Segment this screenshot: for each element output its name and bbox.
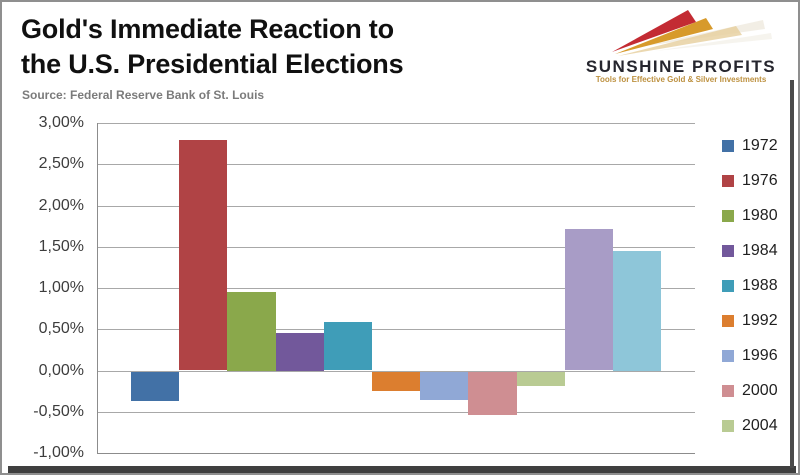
y-axis-tick-label: -1,00% [33, 444, 84, 461]
gridline [98, 329, 695, 331]
title-line-1: Gold's Immediate Reaction to [21, 14, 394, 44]
gridline [98, 246, 695, 248]
legend-item-1972: 1972 [722, 128, 778, 163]
bar-1996 [420, 371, 469, 400]
legend-swatch-icon [722, 314, 734, 327]
legend-item-1984: 1984 [722, 233, 778, 268]
bar-2000 [468, 371, 517, 416]
legend-label: 2004 [742, 416, 778, 434]
gridline [98, 370, 695, 372]
legend-swatch-icon [722, 244, 734, 257]
legend-item-1976: 1976 [722, 163, 778, 198]
bar-2004 [516, 371, 565, 386]
legend-label: 1980 [742, 206, 778, 224]
legend-item-1980: 1980 [722, 198, 778, 233]
drop-shadow-bottom [8, 466, 796, 473]
sunshine-rays-icon [612, 10, 772, 56]
legend-label: 1984 [742, 241, 778, 259]
gridline [98, 411, 695, 413]
legend-item-1996: 1996 [722, 338, 778, 373]
y-axis-tick-label: 3,00% [38, 114, 84, 131]
gridline [98, 164, 695, 166]
source-note: Source: Federal Reserve Bank of St. Loui… [22, 88, 265, 102]
y-axis-tick-label: 1,50% [38, 237, 84, 255]
bar-1992 [372, 371, 421, 392]
page-title: Gold's Immediate Reaction to the U.S. Pr… [21, 12, 541, 82]
title-line-2: the U.S. Presidential Elections [21, 49, 404, 79]
logo-wordmark: SUNSHINE PROFITS [585, 57, 777, 76]
bar-1972 [131, 371, 180, 402]
legend-label: 1992 [742, 311, 778, 329]
gridline [98, 123, 695, 124]
bar-series-10 [564, 229, 613, 371]
legend-swatch-icon [722, 174, 734, 187]
legend-swatch-icon [722, 209, 734, 222]
legend-label: 1988 [742, 276, 778, 294]
legend-swatch-icon [722, 384, 734, 397]
gridline [98, 205, 695, 207]
bar-1976 [179, 140, 228, 371]
gridline [98, 288, 695, 289]
legend-item-2000: 2000 [722, 373, 778, 408]
bar-1980 [227, 292, 276, 371]
legend-label: 1976 [742, 171, 778, 189]
drop-shadow-right [790, 80, 794, 468]
y-axis-tick-label: 1,00% [38, 279, 84, 296]
legend-label: 1996 [742, 346, 778, 364]
legend-item-1992: 1992 [722, 303, 778, 338]
plot-area [97, 123, 695, 454]
y-axis-tick-label: 2,50% [38, 155, 84, 173]
legend-swatch-icon [722, 139, 734, 152]
y-axis-tick-label: 2,00% [38, 196, 84, 214]
legend-item-2004: 2004 [722, 408, 778, 443]
y-axis-tick-label: 0,00% [38, 361, 84, 379]
legend-swatch-icon [722, 349, 734, 362]
legend-label: 2000 [742, 381, 778, 399]
logo-tagline: Tools for Effective Gold & Silver Invest… [595, 75, 767, 84]
legend-swatch-icon [722, 419, 734, 432]
bar-series-11 [613, 250, 662, 371]
y-axis-tick-label: 0,50% [38, 320, 84, 338]
bar-1988 [323, 321, 372, 371]
legend-label: 1972 [742, 136, 778, 154]
legend-item-1988: 1988 [722, 268, 778, 303]
legend-swatch-icon [722, 279, 734, 292]
y-axis-tick-label: -0,50% [33, 402, 84, 420]
bar-1984 [275, 333, 324, 371]
